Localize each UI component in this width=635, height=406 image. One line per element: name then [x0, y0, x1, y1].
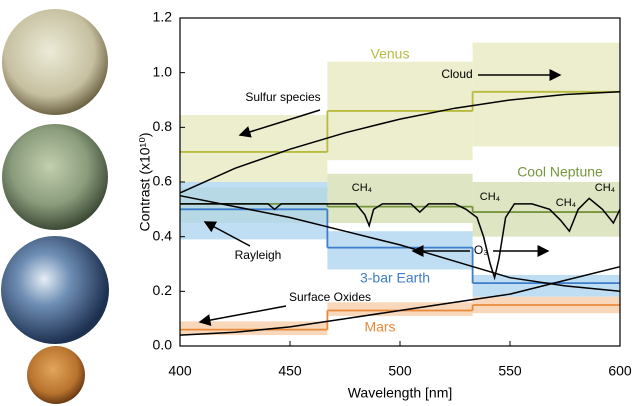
mars-image [27, 346, 85, 404]
y-tick-label: 1.2 [153, 9, 173, 25]
x-tick-label: 600 [608, 363, 632, 379]
uncertainty-box [180, 115, 328, 182]
y-tick-label: 0.0 [153, 337, 173, 353]
y-tick-label: 1.0 [153, 63, 173, 79]
y-tick-label: 0.4 [153, 227, 173, 243]
series-label: Cool Neptune [517, 164, 603, 180]
annotation-arrow [238, 109, 321, 138]
uncertainty-box [472, 274, 620, 297]
absorber-label: CH₄ [480, 191, 501, 203]
plot: Venus Cool Neptune 3-bar Earth Mars CH₄ CH₄ CH… [153, 9, 632, 379]
series-label: Venus [371, 46, 410, 62]
model-spectrum [179, 194, 621, 293]
series-label: 3-bar Earth [360, 270, 430, 286]
uncertainty-box [180, 321, 328, 336]
x-tick-label: 550 [498, 363, 522, 379]
y-tick-label: 0.6 [153, 173, 173, 189]
y-axis-label: Contrast (x10¹⁰) [137, 133, 153, 232]
uncertainty-box [327, 173, 473, 223]
annotation-arrow [203, 221, 251, 247]
y-tick-label: 0.2 [153, 282, 173, 298]
model-spectrum [180, 197, 621, 281]
absorber-label: CH₄ [556, 197, 577, 209]
model-spectrum [179, 91, 621, 194]
venus-image [2, 9, 108, 115]
absorber-label: CH₄ [352, 182, 373, 194]
annotation: Cloud [441, 67, 472, 81]
annotation: Surface Oxides [289, 290, 371, 304]
earth-image [1, 236, 109, 344]
uncertainty-box [327, 302, 473, 316]
annotation-arrow [198, 305, 287, 326]
uncertainty-box [472, 42, 620, 147]
annotation: Rayleigh [235, 248, 282, 262]
y-tick-label: 0.8 [153, 118, 173, 134]
neptune-image [2, 124, 108, 230]
annotation: O₃ [474, 243, 488, 257]
x-tick-label: 450 [278, 363, 302, 379]
annotation: Sulfur species [245, 90, 320, 104]
series-label: Mars [364, 319, 395, 335]
x-tick-label: 500 [388, 363, 412, 379]
model-spectrum [179, 265, 621, 336]
absorber-label: CH₄ [595, 182, 616, 194]
uncertainty-box [472, 182, 620, 237]
x-tick-label: 400 [168, 363, 192, 379]
x-axis-label: Wavelength [nm] [348, 385, 453, 401]
